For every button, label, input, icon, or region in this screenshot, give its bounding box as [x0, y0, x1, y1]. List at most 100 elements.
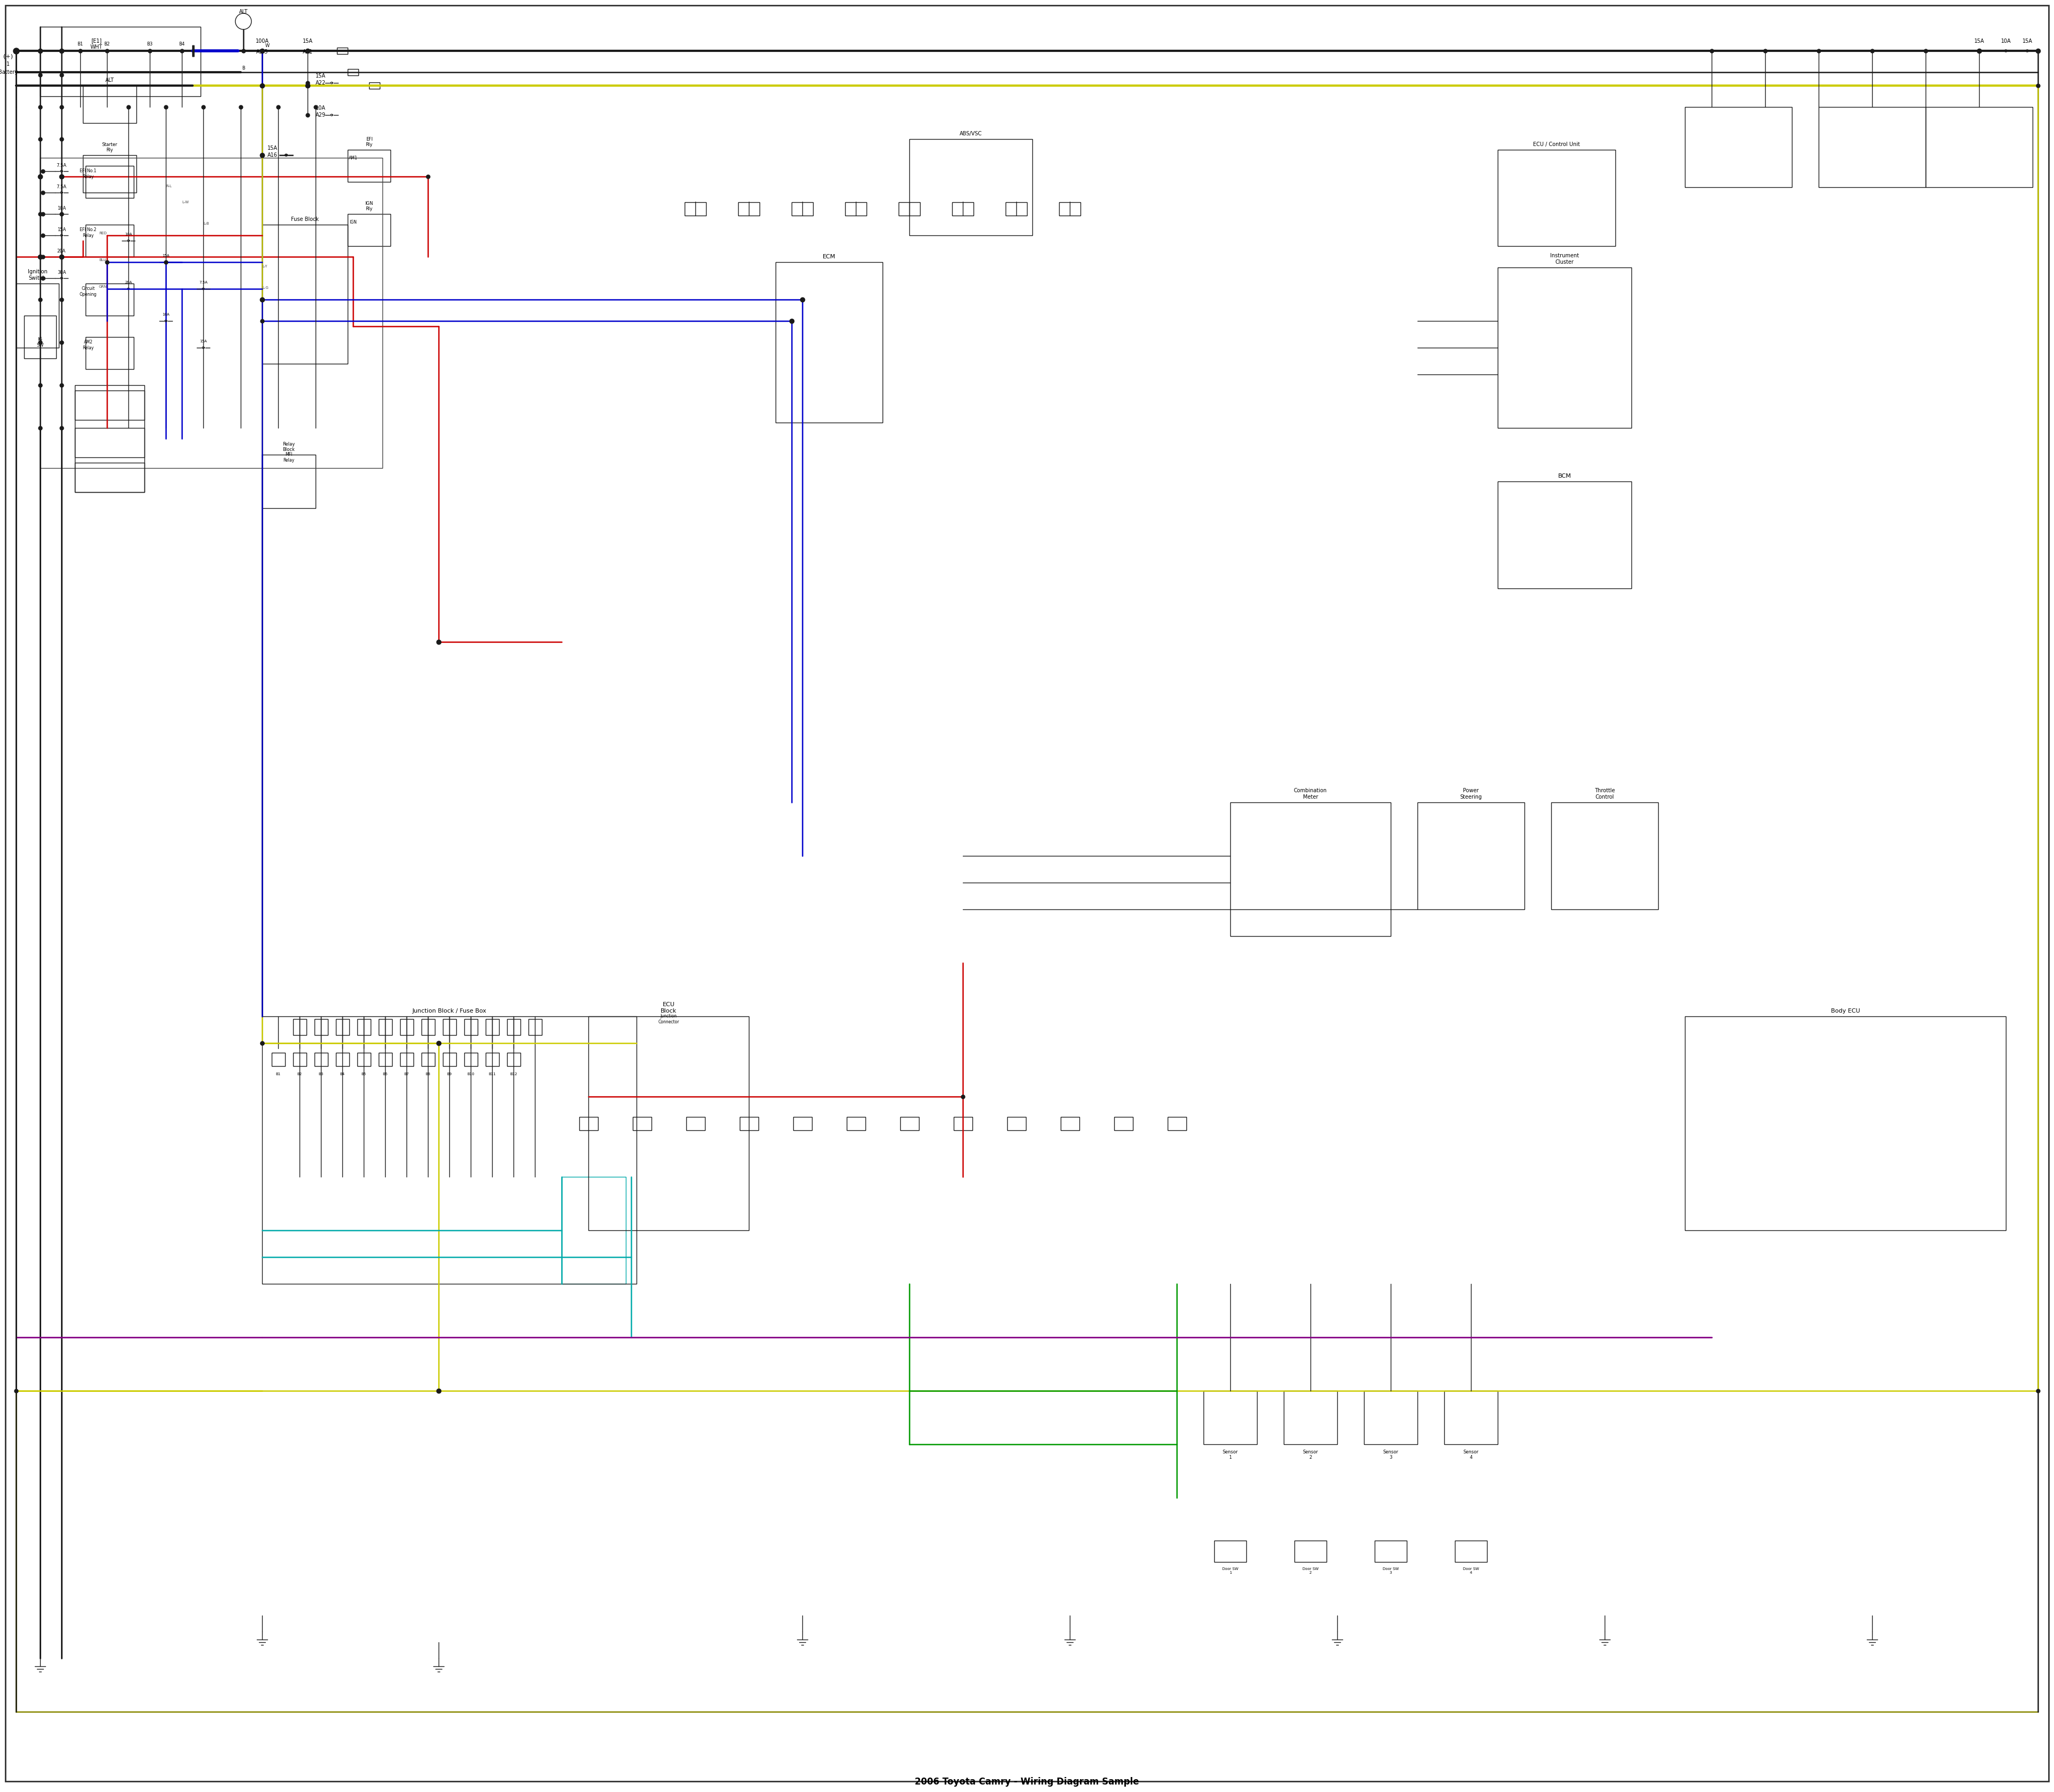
- Text: Body ECU: Body ECU: [1830, 1009, 1861, 1014]
- Bar: [1204, 1391, 1257, 1444]
- Bar: [74, 385, 144, 493]
- Text: 30A: 30A: [58, 271, 66, 274]
- Text: BCM: BCM: [1557, 473, 1571, 478]
- Text: Starter
Rly: Starter Rly: [103, 142, 117, 152]
- Text: MFI
Relay: MFI Relay: [283, 452, 294, 462]
- Text: 15A: 15A: [199, 340, 207, 342]
- Text: ECU
Block: ECU Block: [661, 1002, 676, 1014]
- Text: A22: A22: [316, 81, 327, 86]
- Text: A1-5: A1-5: [257, 48, 269, 54]
- Text: 2006 Toyota Camry - Wiring Diagram Sample: 2006 Toyota Camry - Wiring Diagram Sampl…: [914, 1778, 1140, 1787]
- Text: Throttle
Control: Throttle Control: [1594, 788, 1614, 799]
- Bar: [1214, 1541, 1247, 1563]
- Bar: [528, 1020, 542, 1036]
- Bar: [507, 1020, 520, 1036]
- Bar: [401, 1052, 413, 1066]
- Bar: [82, 156, 136, 192]
- Bar: [421, 1052, 435, 1066]
- Bar: [579, 1116, 598, 1131]
- Bar: [953, 202, 974, 215]
- Text: 15A: 15A: [58, 228, 66, 233]
- Bar: [791, 202, 813, 215]
- Bar: [686, 1116, 705, 1131]
- Bar: [1684, 108, 1791, 186]
- Text: L-Y: L-Y: [263, 265, 267, 269]
- Text: Door SW
4: Door SW 4: [1462, 1568, 1479, 1575]
- Text: Fuse Block: Fuse Block: [292, 217, 318, 222]
- Text: Power
Steering: Power Steering: [1460, 788, 1483, 799]
- Text: B4: B4: [179, 41, 185, 47]
- Bar: [900, 202, 920, 215]
- Bar: [314, 1020, 329, 1036]
- Text: Sensor
2: Sensor 2: [1302, 1450, 1319, 1460]
- Text: GRN: GRN: [99, 285, 107, 289]
- Bar: [335, 1020, 349, 1036]
- Text: AM2
Relay: AM2 Relay: [82, 340, 94, 349]
- Text: B1: B1: [275, 1073, 281, 1075]
- Text: R-L: R-L: [166, 185, 173, 188]
- Bar: [25, 315, 55, 358]
- Text: 15A: 15A: [316, 73, 327, 79]
- Text: B12: B12: [509, 1073, 518, 1075]
- Text: 20A: 20A: [58, 249, 66, 253]
- Bar: [1167, 1116, 1185, 1131]
- Bar: [1551, 803, 1658, 909]
- Text: 15A: 15A: [2023, 38, 2031, 43]
- Bar: [314, 1052, 329, 1066]
- Bar: [294, 1052, 306, 1066]
- Text: EFI No.2
Relay: EFI No.2 Relay: [80, 228, 97, 238]
- Bar: [421, 1020, 435, 1036]
- Text: IGN: IGN: [349, 220, 357, 224]
- Text: Instrument
Cluster: Instrument Cluster: [1551, 253, 1580, 265]
- Text: B5: B5: [362, 1073, 366, 1075]
- Bar: [442, 1020, 456, 1036]
- Bar: [1444, 1391, 1497, 1444]
- Bar: [507, 1052, 520, 1066]
- Bar: [900, 1116, 918, 1131]
- Text: ECU / Control Unit: ECU / Control Unit: [1532, 142, 1580, 147]
- Bar: [1060, 1116, 1078, 1131]
- Bar: [464, 1052, 477, 1066]
- Text: B8: B8: [425, 1073, 431, 1075]
- Bar: [953, 1116, 972, 1131]
- Text: IG
SW: IG SW: [37, 337, 43, 348]
- Text: B: B: [242, 66, 244, 70]
- Text: Door SW
1: Door SW 1: [1222, 1568, 1239, 1575]
- Bar: [1006, 1116, 1025, 1131]
- Bar: [1113, 1116, 1132, 1131]
- Bar: [263, 455, 316, 509]
- Bar: [337, 48, 347, 54]
- Text: B2: B2: [298, 1073, 302, 1075]
- Text: A21: A21: [302, 48, 312, 54]
- Text: W: W: [265, 43, 269, 48]
- Bar: [357, 1052, 370, 1066]
- Text: A16: A16: [267, 152, 277, 158]
- Text: RED: RED: [99, 231, 107, 235]
- Text: Door SW
2: Door SW 2: [1302, 1568, 1319, 1575]
- Text: L-B: L-B: [203, 222, 210, 226]
- Bar: [1497, 267, 1631, 428]
- Text: ECM: ECM: [822, 254, 836, 260]
- Bar: [335, 1052, 349, 1066]
- Text: B11: B11: [489, 1073, 495, 1075]
- Bar: [271, 1052, 286, 1066]
- Bar: [16, 283, 60, 348]
- Text: A29: A29: [316, 113, 327, 118]
- Bar: [684, 202, 707, 215]
- Text: 10A: 10A: [162, 314, 170, 315]
- Bar: [378, 1052, 392, 1066]
- Text: 20A: 20A: [125, 281, 131, 285]
- Text: 10A: 10A: [316, 106, 327, 111]
- Bar: [844, 202, 867, 215]
- Text: B7: B7: [405, 1073, 409, 1075]
- Bar: [1454, 1541, 1487, 1563]
- Text: Sensor
4: Sensor 4: [1462, 1450, 1479, 1460]
- Text: 1: 1: [6, 61, 10, 66]
- Bar: [1497, 482, 1631, 588]
- Text: Door SW
3: Door SW 3: [1382, 1568, 1399, 1575]
- Text: B4: B4: [339, 1073, 345, 1075]
- Bar: [1374, 1541, 1407, 1563]
- Text: 15A: 15A: [302, 38, 312, 43]
- Text: 15A: 15A: [162, 254, 170, 258]
- Bar: [587, 1016, 750, 1231]
